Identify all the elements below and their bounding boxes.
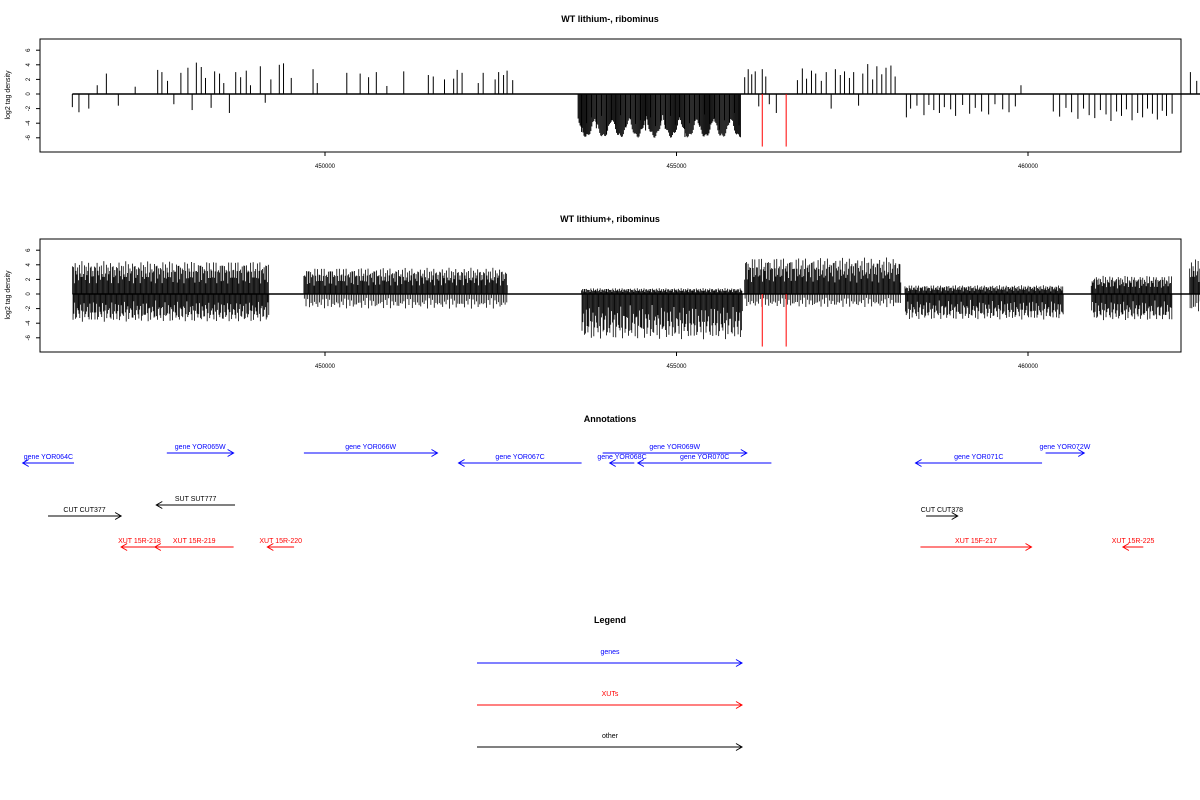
y-tick-label: -2 bbox=[26, 305, 32, 311]
y-tick-label: 2 bbox=[26, 277, 32, 281]
arrow-head-icon bbox=[735, 743, 743, 751]
arrow-head-icon bbox=[155, 501, 163, 509]
arrow-head-icon bbox=[153, 543, 162, 551]
track-2-title: WT lithium+, ribominus bbox=[560, 214, 660, 224]
arrow-head-icon bbox=[608, 459, 616, 467]
legend-label: genes bbox=[600, 649, 620, 656]
feature-label: gene YOR065W bbox=[175, 444, 226, 451]
annotation-gene: gene YOR066W bbox=[303, 444, 439, 457]
annotation-other: SUT SUT777 bbox=[155, 496, 236, 509]
arrow-head-icon bbox=[1121, 543, 1130, 551]
annotation-gene: gene YOR069W bbox=[602, 444, 748, 457]
annotation-gene: gene YOR072W bbox=[1039, 444, 1091, 457]
arrow-head-icon bbox=[21, 459, 29, 467]
y-tick-label: 6 bbox=[26, 248, 32, 252]
y-tick-label: -2 bbox=[26, 105, 32, 111]
y-tick-label: 4 bbox=[26, 62, 32, 66]
y-tick-label: -4 bbox=[26, 120, 32, 126]
annotation-xut: XUT 15R-225 bbox=[1112, 538, 1155, 551]
feature-label: gene YOR067C bbox=[495, 454, 544, 461]
track-2-bars bbox=[72, 257, 1200, 347]
track-1-title: WT lithium-, ribominus bbox=[561, 14, 659, 24]
feature-label: XUT 15R-225 bbox=[1112, 538, 1155, 545]
arrow-head-icon bbox=[636, 459, 645, 467]
legend-label: XUTs bbox=[602, 691, 619, 698]
feature-label: XUT 15R-219 bbox=[173, 538, 216, 545]
legend-item: genes bbox=[477, 649, 743, 667]
annotation-xut: XUT 15R-219 bbox=[153, 538, 234, 551]
track-1-bars bbox=[71, 62, 1200, 147]
annotation-features: gene YOR064C gene YOR065W gene YOR066W gene… bbox=[21, 444, 1155, 551]
track-1-ylabel: log2 tag density bbox=[5, 70, 12, 120]
y-tick-label: 2 bbox=[26, 77, 32, 81]
legend-title: Legend bbox=[594, 615, 626, 625]
annotations-title: Annotations bbox=[584, 414, 637, 424]
annotation-xut: XUT 15R-220 bbox=[259, 538, 302, 551]
feature-label: CUT CUT377 bbox=[63, 507, 105, 514]
feature-label: XUT 15F-217 bbox=[955, 538, 997, 545]
annotation-xut: XUT 15R-218 bbox=[118, 538, 161, 551]
legend-panel: Legend genes XUTs other bbox=[477, 615, 743, 751]
annotation-other: CUT CUT377 bbox=[48, 507, 123, 520]
y-tick-label: -6 bbox=[26, 134, 32, 140]
arrow-head-icon bbox=[114, 512, 123, 520]
y-tick-label: -4 bbox=[26, 320, 32, 326]
legend-label: other bbox=[602, 733, 619, 740]
track-2-ylabel: log2 tag density bbox=[5, 270, 12, 320]
x-tick-label: 455000 bbox=[666, 364, 687, 370]
annotation-xut: XUT 15F-217 bbox=[920, 538, 1033, 551]
legend-item: XUTs bbox=[477, 691, 743, 709]
x-tick-label: 455000 bbox=[666, 164, 687, 170]
feature-label: XUT 15R-220 bbox=[259, 538, 302, 545]
x-tick-label: 460000 bbox=[1018, 164, 1039, 170]
y-tick-label: 4 bbox=[26, 262, 32, 266]
arrow-head-icon bbox=[735, 659, 743, 667]
track-2-y-axis: -6 -4 -2 0 2 4 6 bbox=[26, 248, 41, 340]
y-tick-label: -6 bbox=[26, 334, 32, 340]
feature-label: gene YOR064C bbox=[24, 454, 73, 461]
arrow-head-icon bbox=[914, 459, 922, 467]
y-tick-label: 0 bbox=[26, 292, 32, 296]
legend-items: genes XUTs other bbox=[477, 649, 743, 751]
feature-label: SUT SUT777 bbox=[175, 496, 217, 503]
feature-label: gene YOR068C bbox=[597, 454, 646, 461]
x-tick-label: 460000 bbox=[1018, 364, 1039, 370]
track-panel-2: WT lithium+, ribominus log2 tag density … bbox=[5, 214, 1200, 370]
feature-label: gene YOR072W bbox=[1039, 444, 1090, 451]
arrow-head-icon bbox=[1025, 543, 1033, 551]
feature-label: gene YOR066W bbox=[345, 444, 396, 451]
arrow-head-icon bbox=[266, 543, 274, 551]
y-tick-label: 0 bbox=[26, 92, 32, 96]
arrow-head-icon bbox=[1077, 449, 1086, 457]
arrow-head-icon bbox=[120, 543, 128, 551]
annotation-gene: gene YOR064C bbox=[21, 454, 75, 467]
feature-label: gene YOR070C bbox=[680, 454, 729, 461]
feature-label: XUT 15R-218 bbox=[118, 538, 161, 545]
track-panel-1: WT lithium-, ribominus log2 tag density … bbox=[5, 14, 1200, 170]
arrow-head-icon bbox=[227, 449, 235, 457]
annotation-gene: gene YOR068C bbox=[597, 454, 647, 467]
x-tick-label: 450000 bbox=[315, 164, 336, 170]
track-1-y-axis: -6 -4 -2 0 2 4 6 bbox=[26, 48, 41, 140]
annotation-gene: gene YOR070C bbox=[636, 454, 772, 467]
feature-label: CUT CUT378 bbox=[921, 507, 963, 514]
arrow-head-icon bbox=[457, 459, 465, 467]
arrow-head-icon bbox=[740, 449, 748, 457]
track-2-x-axis: 450000 455000 460000 bbox=[315, 352, 1039, 370]
feature-label: gene YOR069W bbox=[649, 444, 700, 451]
arrow-head-icon bbox=[431, 449, 439, 457]
annotation-other: CUT CUT378 bbox=[921, 507, 963, 520]
y-tick-label: 6 bbox=[26, 48, 32, 52]
arrow-head-icon bbox=[735, 701, 743, 709]
legend-item: other bbox=[477, 733, 743, 751]
x-tick-label: 450000 bbox=[315, 364, 336, 370]
annotation-gene: gene YOR065W bbox=[166, 444, 235, 457]
feature-label: gene YOR071C bbox=[954, 454, 1003, 461]
annotation-gene: gene YOR071C bbox=[914, 454, 1043, 467]
arrow-head-icon bbox=[951, 512, 959, 520]
track-1-x-axis: 450000 455000 460000 bbox=[315, 152, 1039, 170]
annotation-gene: gene YOR067C bbox=[457, 454, 582, 467]
